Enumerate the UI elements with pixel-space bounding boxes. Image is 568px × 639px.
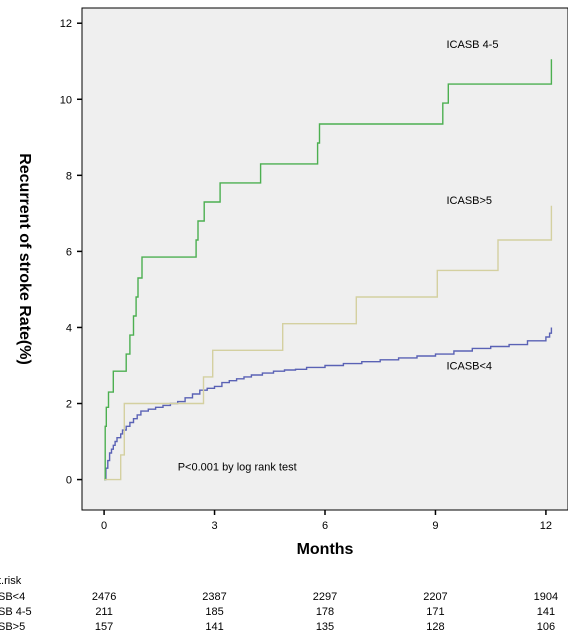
x-tick-label: 3 bbox=[211, 520, 217, 532]
risk-row-label: SB 4-5 bbox=[0, 606, 32, 618]
series-layer bbox=[104, 59, 553, 481]
risk-cell: 128 bbox=[426, 621, 444, 633]
x-axis-title: Months bbox=[297, 541, 354, 558]
risk-cell: 171 bbox=[426, 606, 444, 618]
x-tick-label: 0 bbox=[101, 520, 107, 532]
risk-cell: 106 bbox=[537, 621, 555, 633]
risk-cell: 2476 bbox=[92, 591, 116, 603]
risk-cell: 2387 bbox=[202, 591, 226, 603]
y-tick-label: 2 bbox=[66, 399, 72, 411]
risk-cell: 141 bbox=[205, 621, 223, 633]
y-axis: 0 2 4 6 8 10 12 bbox=[60, 18, 82, 487]
y-tick-label: 12 bbox=[60, 18, 72, 30]
risk-cell: 141 bbox=[537, 606, 555, 618]
risk-cell: 185 bbox=[205, 606, 223, 618]
y-tick-label: 10 bbox=[60, 94, 72, 106]
series-label: ICASB>5 bbox=[447, 195, 493, 207]
log-rank-annotation: P<0.001 by log rank test bbox=[178, 461, 297, 473]
risk-cell: 2207 bbox=[423, 591, 447, 603]
series-line-icasb-4-5 bbox=[104, 59, 553, 481]
risk-row-label: SB<4 bbox=[0, 591, 25, 603]
risk-table-header: t.risk bbox=[0, 575, 22, 587]
risk-cell: 178 bbox=[316, 606, 334, 618]
risk-cell: 1904 bbox=[534, 591, 558, 603]
series-labels: ICASB<4 ICASB 4-5 ICASB>5 bbox=[447, 39, 499, 372]
series-line-icasb-5 bbox=[104, 205, 553, 481]
risk-row-label: SB>5 bbox=[0, 621, 25, 633]
y-tick-label: 8 bbox=[66, 170, 72, 182]
risk-table: t.risk SB<4 2476 2387 2297 2207 1904 SB 4-5 211… bbox=[0, 575, 558, 633]
y-tick-label: 0 bbox=[66, 475, 72, 487]
series-label: ICASB<4 bbox=[447, 360, 493, 372]
x-tick-label: 6 bbox=[322, 520, 328, 532]
x-tick-label: 9 bbox=[432, 520, 438, 532]
y-axis-title: Recurrent of stroke Rate(%) bbox=[16, 153, 33, 365]
plot-area bbox=[81, 7, 568, 511]
risk-cell: 135 bbox=[316, 621, 334, 633]
x-tick-label: 12 bbox=[540, 520, 552, 532]
risk-cell: 2297 bbox=[313, 591, 337, 603]
risk-cell: 211 bbox=[95, 606, 113, 618]
risk-cell: 157 bbox=[95, 621, 113, 633]
series-label: ICASB 4-5 bbox=[447, 39, 499, 51]
y-tick-label: 6 bbox=[66, 246, 72, 258]
x-axis: 0 3 6 9 12 bbox=[101, 510, 552, 532]
series-line-icasb-4 bbox=[104, 327, 553, 481]
y-tick-label: 4 bbox=[66, 322, 72, 334]
